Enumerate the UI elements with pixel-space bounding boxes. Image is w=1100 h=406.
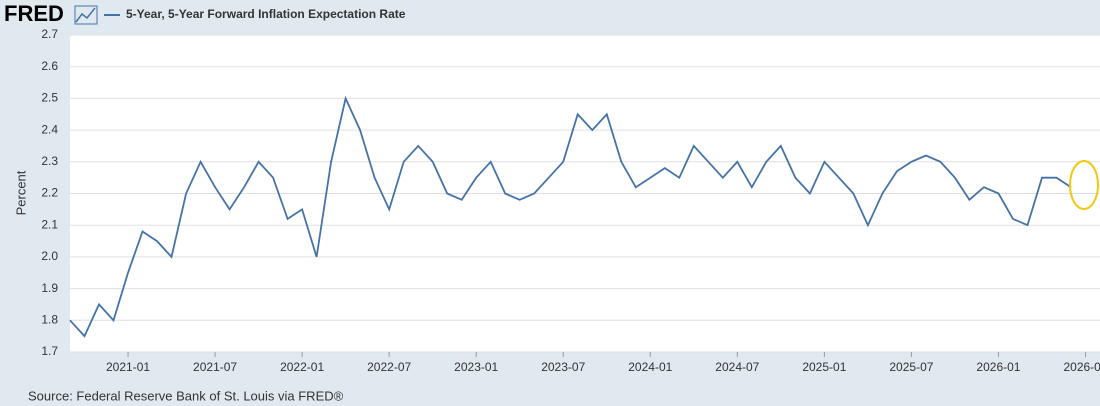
data-line: [69, 95, 1072, 338]
y-tick-label: 2.3: [41, 154, 58, 168]
logo-frame: [74, 5, 98, 25]
legend-label: 5-Year, 5-Year Forward Inflation Expecta…: [126, 7, 406, 21]
x-tick-label: 2026-01: [976, 360, 1020, 374]
y-axis-label: Percent: [13, 170, 28, 215]
x-tick-label: 2022-07: [367, 360, 411, 374]
x-tick-label: 2021-01: [106, 360, 150, 374]
x-tick-label: 2024-01: [628, 360, 672, 374]
y-tick-label: 1.9: [41, 281, 58, 295]
source: Source: Federal Reserve Bank of St. Loui…: [28, 388, 344, 403]
highlight-ellipse: [1069, 160, 1099, 210]
logo-icon: [75, 7, 96, 23]
y-tick-label: 2.6: [41, 59, 58, 73]
y-tick-label: 1.8: [41, 312, 58, 326]
y-tick-label: 2.2: [41, 186, 58, 200]
x-tick-label: 2023-01: [454, 360, 498, 374]
x-tick-label: 2026-07: [1063, 360, 1100, 374]
y-tick-label: 2.4: [41, 122, 58, 136]
plot: 1.7 1.8 1.9 2.0 2.1 2.2 2.3 2.4 2.5 2.6 2.7 2021-01…: [41, 27, 1100, 374]
x-tick-label: 2023-07: [541, 360, 585, 374]
x-tick-label: 2024-07: [715, 360, 759, 374]
x-tick-label: 2021-07: [193, 360, 237, 374]
x-tick-label: 2022-01: [280, 360, 324, 374]
y-tick-label: 2.1: [41, 217, 58, 231]
y-tick-label: 2.7: [41, 27, 58, 41]
x-tick-label: 2025-07: [889, 360, 933, 374]
y-tick-label: 1.7: [41, 344, 58, 358]
y-tick-label: 2.5: [41, 91, 58, 105]
logo: FRED: [4, 1, 64, 26]
x-tick-label: 2025-01: [802, 360, 846, 374]
y-tick-label: 2.0: [41, 249, 58, 263]
